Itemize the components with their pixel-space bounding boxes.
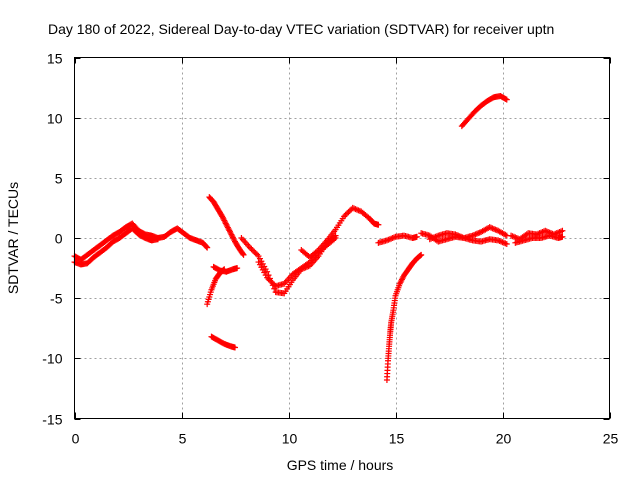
data-point <box>268 278 275 285</box>
data-point <box>503 241 510 248</box>
data-point <box>252 250 259 257</box>
data-point <box>249 247 256 254</box>
data-point <box>375 221 382 228</box>
data-point <box>343 210 350 217</box>
series-arc-p <box>458 93 510 130</box>
series-arc-c <box>206 194 247 258</box>
data-point <box>240 251 247 258</box>
data-point <box>264 268 271 275</box>
axis-ticks <box>74 57 611 420</box>
x-tick-label: 15 <box>389 431 405 447</box>
data-point <box>332 235 339 241</box>
data-point <box>271 281 278 288</box>
series-arc-i <box>298 204 382 261</box>
data-point <box>265 276 272 283</box>
data-point <box>239 250 246 257</box>
data-point <box>418 251 425 258</box>
y-tick-label: -5 <box>50 291 63 307</box>
x-tick-label: 0 <box>72 431 80 447</box>
series-arc-b <box>71 225 161 268</box>
y-axis-label: SDTVAR / TECUs <box>5 182 21 294</box>
series-arc-m <box>426 230 510 248</box>
data-point <box>502 96 509 103</box>
series-arc-a <box>71 220 211 263</box>
series-arc-k <box>383 251 425 383</box>
y-tick-labels: -15 -10 -5 0 5 10 15 <box>42 51 62 428</box>
series-arc-o <box>512 232 566 246</box>
y-tick-label: 10 <box>47 111 63 127</box>
series-arc-e <box>210 263 241 275</box>
data-point <box>342 211 349 218</box>
y-tick-label: 15 <box>47 51 63 67</box>
x-axis-label: GPS time / hours <box>287 457 394 473</box>
plot-frame <box>74 57 610 419</box>
data-point <box>232 344 238 351</box>
data-point <box>203 243 210 250</box>
x-tick-label: 20 <box>496 431 512 447</box>
series-arc-n <box>508 227 566 243</box>
data-point <box>413 233 420 240</box>
data-point <box>503 96 510 103</box>
data-point <box>234 265 241 272</box>
data-point <box>248 246 255 253</box>
x-tick-label: 10 <box>282 431 298 447</box>
data-point <box>254 251 261 258</box>
chart-title: Day 180 of 2022, Sidereal Day-to-day VTE… <box>48 21 554 37</box>
series-arc-j <box>375 232 420 246</box>
series-arc-l <box>418 224 510 245</box>
data-point <box>345 209 352 216</box>
y-tick-label: -15 <box>42 412 62 428</box>
data-point <box>559 227 566 234</box>
x-tick-label: 25 <box>603 431 619 447</box>
data-point <box>154 236 161 243</box>
y-tick-label: -10 <box>42 351 62 367</box>
y-tick-label: 5 <box>55 171 63 187</box>
y-tick-label: 0 <box>55 231 63 247</box>
x-tick-labels: 0 5 10 15 20 25 <box>72 431 619 447</box>
data-point <box>204 244 211 251</box>
data-point <box>417 252 424 259</box>
x-tick-label: 5 <box>179 431 187 447</box>
series-arc-f <box>208 333 238 351</box>
data-point <box>559 233 566 240</box>
data-point <box>251 248 258 255</box>
data-marks <box>71 93 566 383</box>
